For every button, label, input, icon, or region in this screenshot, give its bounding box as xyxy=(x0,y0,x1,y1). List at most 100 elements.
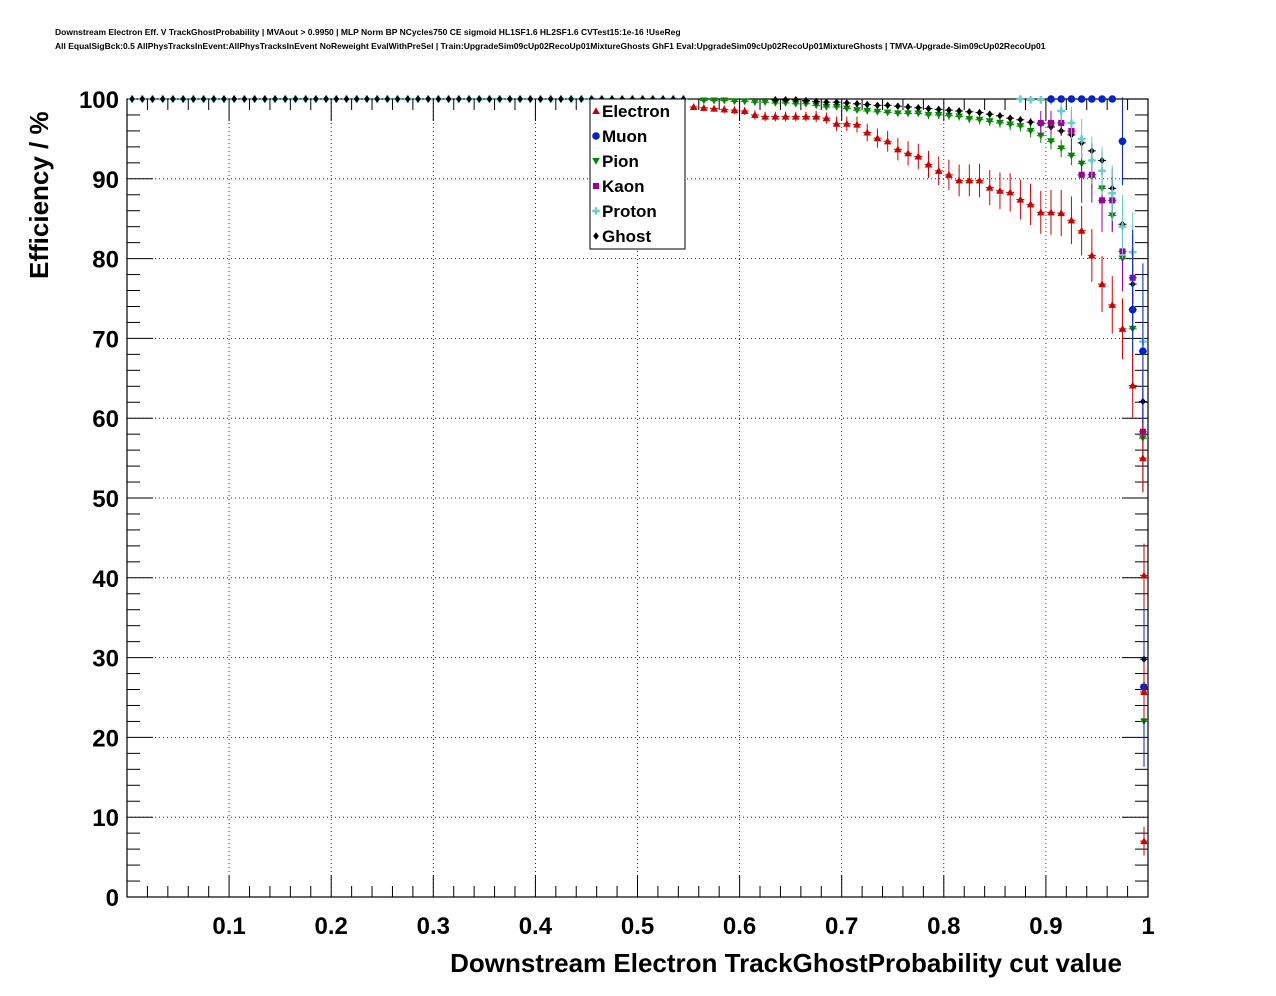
data-point-ghost xyxy=(864,100,871,109)
y-tick-label: 30 xyxy=(92,646,119,673)
data-point-electron xyxy=(1088,251,1096,259)
x-tick-label: 0.3 xyxy=(417,913,450,940)
data-point-kaon xyxy=(1099,197,1106,204)
data-point-muon xyxy=(1088,95,1096,103)
data-point-proton xyxy=(1057,107,1066,115)
data-point-electron xyxy=(883,137,892,145)
data-point-ghost xyxy=(364,95,370,103)
legend-marker-kaon xyxy=(592,182,600,190)
data-point-ghost xyxy=(527,95,534,103)
data-point-electron xyxy=(771,112,780,120)
legend-marker-proton xyxy=(592,207,600,215)
title-line-2: All EqualSigBck:0.5 AllPhysTracksInEvent… xyxy=(55,41,1046,51)
data-point-electron xyxy=(996,186,1004,194)
data-point-proton xyxy=(1098,167,1106,175)
data-point-electron xyxy=(730,106,739,114)
data-point-electron xyxy=(1047,208,1055,216)
data-point-ghost xyxy=(792,95,799,104)
data-point-ghost xyxy=(139,95,146,103)
legend-marker-pion xyxy=(592,157,600,165)
legend-label-ghost: Ghost xyxy=(602,227,651,246)
x-tick-label: 0.6 xyxy=(723,913,756,940)
series-kaon xyxy=(1036,110,1148,759)
y-tick-label: 70 xyxy=(92,326,119,353)
data-point-ghost xyxy=(956,107,962,115)
data-point-ghost xyxy=(558,95,564,103)
data-point-proton xyxy=(1067,119,1076,127)
data-point-proton xyxy=(1088,156,1096,165)
y-axis-title: Efficiency / % xyxy=(24,111,54,279)
data-point-ghost xyxy=(159,95,166,103)
legend-marker-ghost xyxy=(593,232,599,240)
data-point-ghost xyxy=(997,111,1003,120)
data-point-electron xyxy=(955,176,963,184)
data-point-ghost xyxy=(547,95,554,103)
data-point-pion xyxy=(1006,121,1014,129)
data-point-electron xyxy=(1140,571,1148,579)
data-point-pion xyxy=(740,98,749,106)
data-point-ghost xyxy=(884,101,891,110)
data-point-ghost xyxy=(772,95,779,104)
data-point-muon xyxy=(1118,137,1127,146)
data-point-electron xyxy=(1026,200,1035,208)
data-point-pion xyxy=(1026,127,1035,135)
data-point-pion xyxy=(720,97,729,105)
data-point-ghost xyxy=(282,95,289,103)
data-point-pion xyxy=(730,98,739,106)
y-tick-label: 20 xyxy=(92,725,119,752)
data-point-ghost xyxy=(129,95,135,103)
axis-ticks xyxy=(127,99,1149,897)
data-point-electron xyxy=(1036,208,1045,216)
data-point-pion xyxy=(914,110,923,118)
data-point-ghost xyxy=(210,95,217,103)
data-point-ghost xyxy=(466,95,472,103)
data-point-electron xyxy=(740,107,749,115)
data-point-muon xyxy=(1057,95,1066,103)
data-point-electron xyxy=(894,145,902,153)
data-point-pion xyxy=(700,97,708,105)
data-point-electron xyxy=(832,119,841,127)
data-point-electron xyxy=(822,114,831,122)
data-point-pion xyxy=(1067,152,1076,160)
data-point-pion xyxy=(863,107,872,115)
data-point-pion xyxy=(996,119,1004,127)
data-point-electron xyxy=(720,105,729,113)
data-point-ghost xyxy=(455,95,462,103)
x-tick-label: 0.9 xyxy=(1029,913,1062,940)
data-point-electron xyxy=(1098,280,1106,288)
data-point-electron xyxy=(965,176,974,184)
data-point-ghost xyxy=(833,98,840,106)
data-point-ghost xyxy=(976,108,983,117)
data-point-electron xyxy=(751,111,759,118)
series-proton xyxy=(1016,95,1148,750)
data-point-ghost xyxy=(966,107,973,116)
data-point-pion xyxy=(1036,132,1045,140)
legend-label-proton: Proton xyxy=(602,202,657,221)
x-tick-label: 1 xyxy=(1141,913,1154,940)
data-point-electron xyxy=(924,160,933,168)
data-point-electron xyxy=(700,103,708,111)
data-point-ghost xyxy=(486,95,493,103)
data-point-muon xyxy=(1047,95,1055,103)
data-point-ghost xyxy=(1027,118,1034,126)
series-pion xyxy=(699,97,1148,746)
data-point-ghost xyxy=(823,98,830,106)
legend-marker-electron xyxy=(592,107,600,115)
data-point-ghost xyxy=(333,95,340,103)
y-tick-label: 50 xyxy=(92,486,119,513)
data-point-pion xyxy=(751,99,759,106)
data-point-ghost xyxy=(935,105,942,114)
legend-box xyxy=(589,98,686,250)
legend-label-electron: Electron xyxy=(602,102,670,121)
y-tick-label: 100 xyxy=(79,87,119,114)
data-point-electron xyxy=(863,128,872,136)
data-point-electron xyxy=(761,112,769,120)
data-point-ghost xyxy=(323,95,329,103)
data-point-ghost xyxy=(221,95,227,103)
x-axis-title: Downstream Electron TrackGhostProbabilit… xyxy=(450,948,1122,978)
data-point-pion xyxy=(894,110,902,118)
data-point-pion xyxy=(843,105,851,113)
data-point-muon xyxy=(1067,95,1076,103)
data-point-electron xyxy=(1139,454,1147,462)
data-point-pion xyxy=(822,103,831,111)
